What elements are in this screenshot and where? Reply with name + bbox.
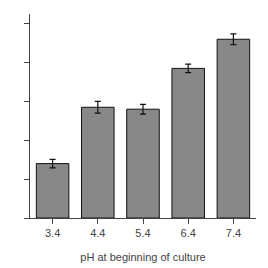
svg-text:5.4: 5.4 [135,227,150,239]
svg-text:7.4: 7.4 [226,227,241,239]
svg-text:3.4: 3.4 [45,227,60,239]
svg-text:4.4: 4.4 [90,227,105,239]
svg-text:6.4: 6.4 [181,227,196,239]
svg-text:pH at beginning of culture: pH at beginning of culture [80,251,205,263]
